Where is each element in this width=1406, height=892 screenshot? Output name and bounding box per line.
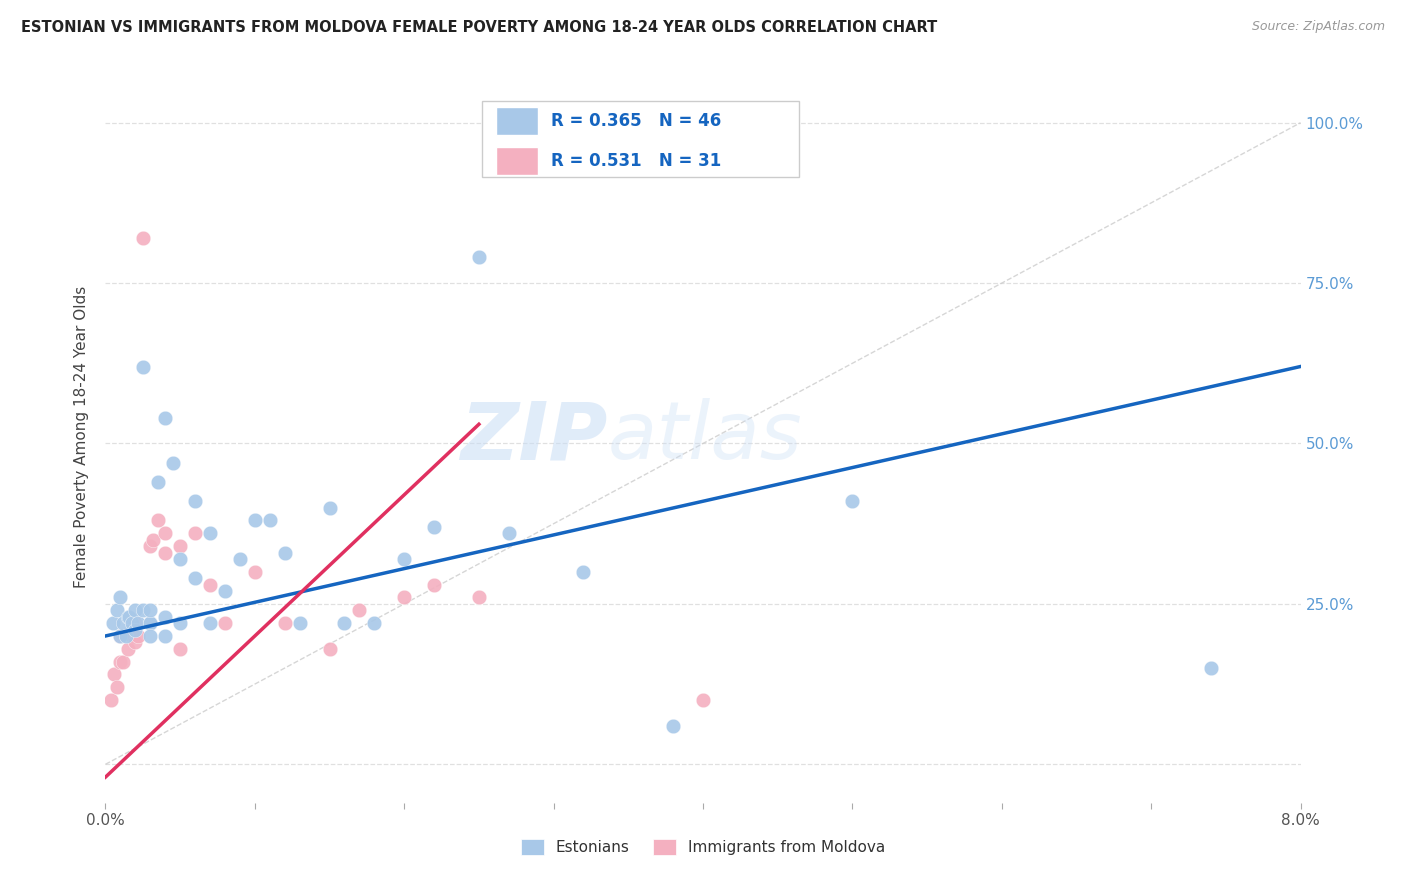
Point — [229, 552, 252, 566]
Point — [124, 623, 146, 637]
Point — [103, 667, 125, 681]
Point — [117, 609, 139, 624]
Point — [139, 616, 162, 631]
Point — [100, 693, 122, 707]
Text: ZIP: ZIP — [460, 398, 607, 476]
Point — [214, 584, 236, 599]
Point — [184, 571, 207, 585]
Point — [692, 693, 714, 707]
Point — [162, 456, 184, 470]
Point — [117, 641, 139, 656]
Point — [169, 552, 191, 566]
Point — [423, 520, 446, 534]
Point — [392, 591, 416, 605]
Point — [132, 231, 155, 245]
Point — [259, 514, 281, 528]
Point — [101, 616, 124, 631]
Point — [662, 719, 685, 733]
Point — [112, 655, 135, 669]
Point — [572, 565, 595, 579]
Legend: Estonians, Immigrants from Moldova: Estonians, Immigrants from Moldova — [515, 833, 891, 861]
Point — [153, 609, 177, 624]
Text: R = 0.365   N = 46: R = 0.365 N = 46 — [551, 112, 721, 129]
Point — [468, 251, 491, 265]
Point — [153, 629, 177, 643]
Point — [121, 629, 143, 643]
Point — [273, 545, 295, 559]
Point — [124, 616, 146, 631]
Text: ESTONIAN VS IMMIGRANTS FROM MOLDOVA FEMALE POVERTY AMONG 18-24 YEAR OLDS CORRELA: ESTONIAN VS IMMIGRANTS FROM MOLDOVA FEMA… — [21, 20, 938, 35]
Point — [146, 514, 169, 528]
Text: atlas: atlas — [607, 398, 803, 476]
Point — [118, 609, 141, 624]
Text: Source: ZipAtlas.com: Source: ZipAtlas.com — [1251, 20, 1385, 33]
FancyBboxPatch shape — [482, 101, 799, 178]
Point — [468, 591, 491, 605]
Point — [139, 616, 162, 631]
Point — [121, 616, 143, 631]
Point — [124, 603, 146, 617]
Point — [841, 494, 863, 508]
Point — [112, 616, 135, 631]
Point — [107, 681, 129, 695]
Point — [169, 539, 191, 553]
Point — [153, 526, 177, 541]
Point — [363, 616, 385, 631]
Point — [127, 629, 149, 643]
Point — [198, 616, 221, 631]
Point — [214, 616, 236, 631]
Point — [139, 616, 162, 631]
Point — [153, 410, 177, 425]
Point — [115, 629, 138, 643]
Point — [110, 629, 132, 643]
Point — [198, 526, 221, 541]
Point — [146, 475, 169, 489]
Point — [142, 533, 165, 547]
Point — [110, 655, 132, 669]
Point — [153, 545, 177, 559]
Point — [243, 565, 266, 579]
Point — [333, 616, 356, 631]
Point — [273, 616, 295, 631]
Point — [349, 603, 371, 617]
Point — [127, 616, 149, 631]
Text: R = 0.531   N = 31: R = 0.531 N = 31 — [551, 152, 721, 169]
Point — [107, 603, 129, 617]
Point — [139, 603, 162, 617]
Point — [139, 629, 162, 643]
FancyBboxPatch shape — [496, 107, 538, 135]
Point — [110, 629, 132, 643]
FancyBboxPatch shape — [496, 147, 538, 175]
Point — [184, 526, 207, 541]
Point — [169, 641, 191, 656]
Point — [132, 359, 155, 374]
Point — [1199, 661, 1222, 675]
Point — [318, 641, 340, 656]
Y-axis label: Female Poverty Among 18-24 Year Olds: Female Poverty Among 18-24 Year Olds — [75, 286, 90, 588]
Point — [169, 616, 191, 631]
Point — [423, 577, 446, 591]
Point — [132, 603, 155, 617]
Point — [288, 616, 311, 631]
Point — [243, 514, 266, 528]
Point — [124, 635, 146, 649]
Point — [318, 500, 340, 515]
Point — [110, 591, 132, 605]
Point — [498, 526, 520, 541]
Point — [392, 552, 416, 566]
Point — [139, 539, 162, 553]
Point — [184, 494, 207, 508]
Point — [198, 577, 221, 591]
